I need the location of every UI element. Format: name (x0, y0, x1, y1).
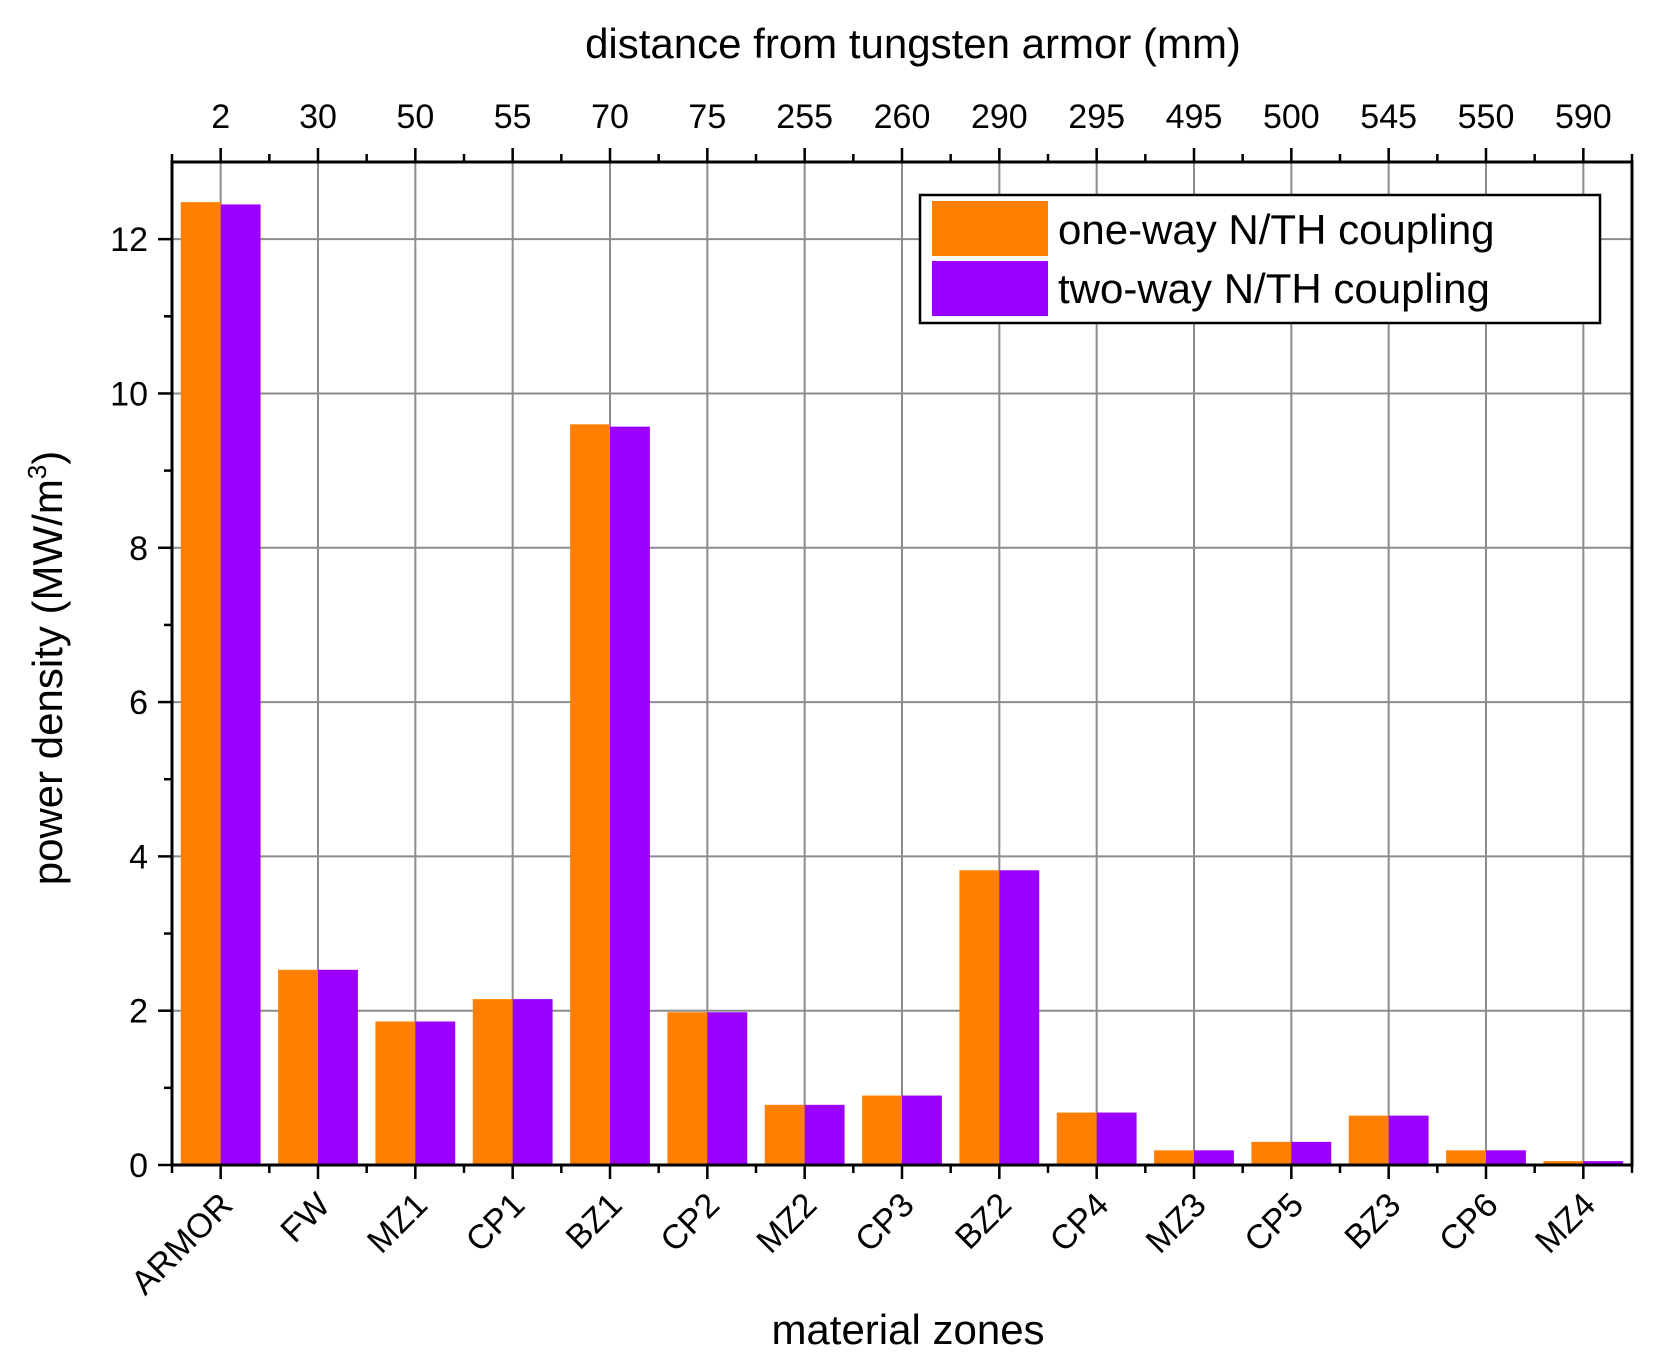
x-tick-label: CP1 (459, 1186, 533, 1260)
bar-bz2-one-way (959, 870, 1000, 1165)
top-axis-title: distance from tungsten armor (mm) (585, 20, 1241, 67)
x-tick-label: MZ2 (749, 1186, 824, 1261)
bar-bz3-two-way (1388, 1115, 1429, 1165)
top-tick-label: 500 (1263, 98, 1320, 136)
bar-cp2-one-way (667, 1012, 708, 1165)
legend-swatch-two-way (932, 261, 1048, 316)
y-tick-label: 2 (129, 993, 148, 1031)
top-axis-labels: 2 30 50 55 70 75 255 260 290 295 495 500 545 550 590 (211, 98, 1611, 136)
y-tick-label: 10 (110, 375, 148, 413)
legend: one-way N/TH coupling two-way N/TH coupl… (918, 193, 1602, 325)
x-tick-label: CP2 (653, 1186, 727, 1260)
x-axis-title: material zones (771, 1306, 1044, 1353)
top-tick-label: 255 (776, 98, 833, 136)
y-tick-label: 4 (129, 838, 148, 876)
top-tick-label: 545 (1360, 98, 1417, 136)
x-tick-label: CP6 (1432, 1186, 1506, 1260)
legend-swatch-one-way (932, 201, 1048, 256)
y-axis-title-end: ) (24, 451, 71, 465)
bar-cp6-two-way (1486, 1150, 1526, 1165)
x-tick-label: BZ1 (559, 1186, 630, 1257)
bar-mz3-one-way (1154, 1150, 1194, 1165)
top-tick-label: 50 (396, 98, 434, 136)
top-tick-label: 590 (1555, 98, 1612, 136)
bar-mz2-two-way (804, 1104, 845, 1165)
bar-armor-two-way (220, 204, 261, 1165)
bar-cp6-one-way (1446, 1150, 1486, 1165)
bar-cp3-two-way (902, 1095, 942, 1165)
bar-mz4-two-way (1583, 1161, 1624, 1165)
bar-bz2-two-way (999, 870, 1040, 1165)
top-tick-label: 550 (1458, 98, 1515, 136)
y-axis-title-main: power density (MW/m (24, 479, 71, 885)
grid (172, 162, 1632, 1165)
y-tick-label: 6 (129, 684, 148, 722)
y-tick-label: 0 (129, 1147, 148, 1185)
y-tick-label: 12 (110, 221, 148, 259)
bar-bz3-one-way (1348, 1115, 1389, 1165)
x-tick-label: CP5 (1237, 1186, 1311, 1260)
y-axis-title: power density (MW/m3) (22, 451, 71, 886)
bar-cp4-two-way (1096, 1112, 1137, 1165)
bar-cp1-two-way (512, 999, 553, 1165)
x-tick-label: MZ3 (1139, 1186, 1214, 1261)
bar-bz1-one-way (570, 424, 610, 1165)
top-tick-label: 75 (688, 98, 726, 136)
legend-label-one-way: one-way N/TH coupling (1058, 206, 1495, 253)
top-tick-label: 30 (299, 98, 337, 136)
top-tick-label: 55 (494, 98, 532, 136)
x-axis-labels: ARMOR FW MZ1 CP1 BZ1 CP2 MZ2 CP3 BZ2 CP4 MZ3 CP5 BZ3… (124, 1186, 1603, 1302)
bar-fw-one-way (278, 969, 318, 1165)
top-tick-label: 290 (971, 98, 1028, 136)
x-tick-label: BZ2 (948, 1186, 1019, 1257)
bar-fw-two-way (318, 969, 358, 1165)
bar-mz2-one-way (764, 1104, 805, 1165)
y-axis-labels: 0 2 4 6 8 10 12 (110, 221, 148, 1185)
x-tick-label: MZ4 (1528, 1186, 1603, 1261)
bars (180, 202, 1624, 1165)
bar-mz3-two-way (1194, 1150, 1234, 1165)
axis-ticks (158, 148, 1634, 1179)
bar-mz1-one-way (375, 1021, 416, 1165)
y-tick-label: 8 (129, 530, 148, 568)
bar-mz1-two-way (415, 1021, 456, 1165)
top-tick-label: 2 (211, 98, 230, 136)
legend-label-two-way: two-way N/TH coupling (1058, 265, 1490, 312)
x-tick-label: ARMOR (124, 1186, 240, 1302)
bar-cp4-one-way (1056, 1112, 1097, 1165)
x-tick-label: CP3 (848, 1186, 922, 1260)
bar-cp1-one-way (472, 999, 513, 1165)
y-axis-title-sup: 3 (22, 465, 52, 479)
top-tick-label: 295 (1068, 98, 1125, 136)
top-tick-label: 260 (874, 98, 931, 136)
top-tick-label: 70 (591, 98, 629, 136)
x-tick-label: BZ3 (1337, 1186, 1408, 1257)
bar-bz1-two-way (610, 426, 650, 1165)
bar-cp5-two-way (1291, 1141, 1332, 1165)
bar-armor-one-way (180, 202, 221, 1165)
bar-cp5-one-way (1251, 1141, 1292, 1165)
x-tick-label: FW (273, 1186, 337, 1250)
bar-cp2-two-way (707, 1012, 748, 1165)
bar-cp3-one-way (862, 1095, 902, 1165)
x-tick-label: MZ1 (360, 1186, 435, 1261)
top-tick-label: 495 (1166, 98, 1223, 136)
bar-mz4-one-way (1543, 1161, 1584, 1165)
x-tick-label: CP4 (1043, 1186, 1117, 1260)
